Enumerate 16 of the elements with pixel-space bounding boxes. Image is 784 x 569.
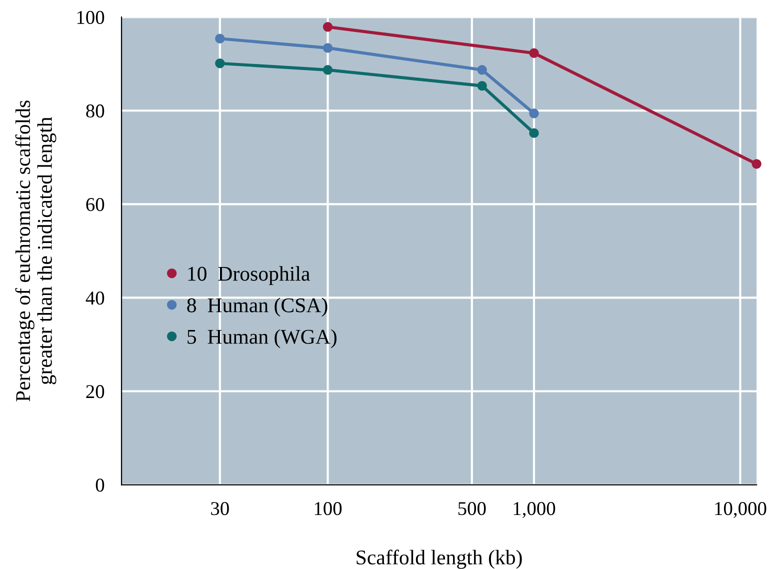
x-tick-label: 10,000 bbox=[715, 502, 766, 518]
legend-label: 10 Drosophila bbox=[188, 266, 310, 286]
x-tick-label: 500 bbox=[458, 502, 486, 516]
legend-label: 8 Human (CSA) bbox=[187, 298, 328, 317]
legend-label: 5 Human (WGA) bbox=[188, 329, 336, 348]
y-tick-label: 100 bbox=[77, 10, 104, 24]
y-tick-label: 40 bbox=[86, 292, 104, 305]
y-tick-label: 0 bbox=[96, 478, 104, 492]
y-tick-label: 20 bbox=[86, 385, 104, 398]
y-tick-label: 80 bbox=[86, 104, 104, 118]
x-tick-label: 100 bbox=[314, 502, 342, 516]
x-tick-label: 30 bbox=[211, 502, 229, 516]
x-axis-title: Scaffold length (kb) bbox=[356, 550, 522, 569]
y-axis-title: Percentage of euchromatic scaffolds greater than the indicated length bbox=[15, 100, 56, 402]
y-tick-label: 60 bbox=[86, 198, 104, 212]
x-tick-label: 1,000 bbox=[514, 502, 556, 518]
